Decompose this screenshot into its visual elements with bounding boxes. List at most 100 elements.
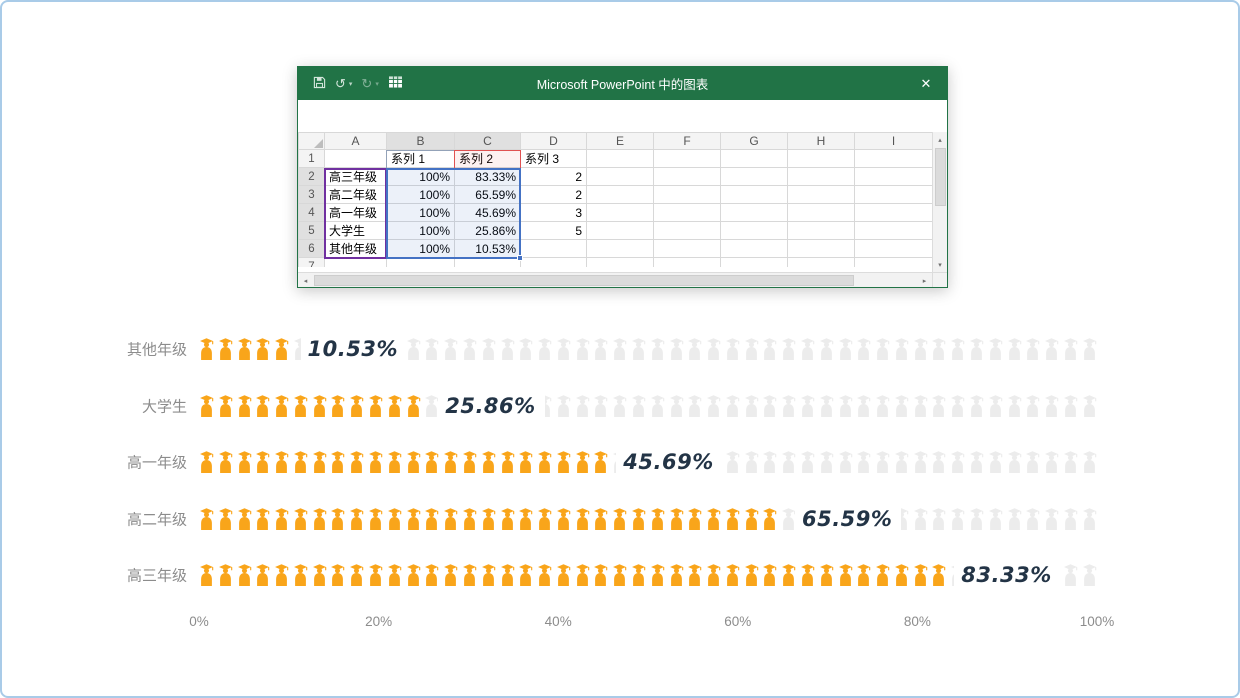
cell-A1[interactable]	[324, 149, 387, 168]
cell-B4[interactable]: 100%	[386, 203, 455, 222]
cell-G1[interactable]	[720, 149, 788, 168]
cell-I2[interactable]	[854, 167, 932, 186]
row-header-7[interactable]: 7	[298, 257, 325, 267]
cell-F7[interactable]	[653, 257, 721, 267]
row-header-5[interactable]: 5	[298, 221, 325, 240]
cell-D4[interactable]: 3	[520, 203, 587, 222]
horizontal-scroll-thumb[interactable]	[314, 275, 854, 286]
cell-I6[interactable]	[854, 239, 932, 258]
scroll-right-icon[interactable]: ▸	[922, 277, 927, 285]
cell-I4[interactable]	[854, 203, 932, 222]
cell-F3[interactable]	[653, 185, 721, 204]
cell-A3[interactable]: 高二年级	[324, 185, 387, 204]
column-header-E[interactable]: E	[586, 132, 654, 150]
cell-C4[interactable]: 45.69%	[454, 203, 521, 222]
column-header-F[interactable]: F	[653, 132, 721, 150]
cell-H6[interactable]	[787, 239, 855, 258]
cell-D5[interactable]: 5	[520, 221, 587, 240]
vertical-scroll-thumb[interactable]	[935, 148, 946, 206]
cell-C5[interactable]: 25.86%	[454, 221, 521, 240]
cell-E7[interactable]	[586, 257, 654, 267]
save-icon[interactable]	[313, 76, 326, 92]
cell-B7[interactable]	[386, 257, 455, 267]
person-icon	[800, 393, 815, 419]
column-header-B[interactable]: B	[386, 132, 455, 150]
row-header-1[interactable]: 1	[298, 149, 325, 168]
cell-B6[interactable]: 100%	[386, 239, 455, 258]
cell-C6[interactable]: 10.53%	[454, 239, 521, 258]
edit-in-excel-icon[interactable]	[388, 76, 403, 91]
cell-F6[interactable]	[653, 239, 721, 258]
cell-A7[interactable]	[324, 257, 387, 267]
cell-F1[interactable]	[653, 149, 721, 168]
undo-dropdown-icon[interactable]: ▾	[348, 80, 353, 88]
row-header-2[interactable]: 2	[298, 167, 325, 186]
cell-C2[interactable]: 83.33%	[454, 167, 521, 186]
cell-H3[interactable]	[787, 185, 855, 204]
redo-icon[interactable]: ↻	[361, 76, 373, 91]
cell-E3[interactable]	[586, 185, 654, 204]
scroll-left-icon[interactable]: ◂	[303, 277, 308, 285]
vertical-scrollbar[interactable]: ▴ ▾	[932, 132, 947, 272]
cell-D7[interactable]	[520, 257, 587, 267]
column-header-A[interactable]: A	[324, 132, 387, 150]
cell-B5[interactable]: 100%	[386, 221, 455, 240]
cell-G5[interactable]	[720, 221, 788, 240]
scroll-down-icon[interactable]: ▾	[938, 261, 942, 269]
cell-E1[interactable]	[586, 149, 654, 168]
cell-D3[interactable]: 2	[520, 185, 587, 204]
cell-G4[interactable]	[720, 203, 788, 222]
cell-C1[interactable]: 系列 2	[454, 149, 521, 168]
cell-I7[interactable]	[854, 257, 932, 267]
cell-I1[interactable]	[854, 149, 932, 168]
cell-A2[interactable]: 高三年级	[324, 167, 387, 186]
cell-E6[interactable]	[586, 239, 654, 258]
undo-icon[interactable]: ↺	[335, 76, 346, 91]
cell-G2[interactable]	[720, 167, 788, 186]
cell-E4[interactable]	[586, 203, 654, 222]
cell-B1[interactable]: 系列 1	[386, 149, 455, 168]
cell-G3[interactable]	[720, 185, 788, 204]
cell-C7[interactable]	[454, 257, 521, 267]
cell-G7[interactable]	[720, 257, 788, 267]
cell-A4[interactable]: 高一年级	[324, 203, 387, 222]
cell-D2[interactable]: 2	[520, 167, 587, 186]
horizontal-scrollbar[interactable]: ◂ ▸	[298, 272, 932, 287]
row-header-3[interactable]: 3	[298, 185, 325, 204]
cell-D1[interactable]: 系列 3	[520, 149, 587, 168]
column-header-I[interactable]: I	[854, 132, 932, 150]
cell-A5[interactable]: 大学生	[324, 221, 387, 240]
select-all-corner[interactable]	[298, 132, 325, 150]
cell-H4[interactable]	[787, 203, 855, 222]
column-header-C[interactable]: C	[454, 132, 521, 150]
close-button[interactable]: ✕	[920, 75, 932, 91]
person-icon	[387, 449, 402, 475]
cell-E2[interactable]	[586, 167, 654, 186]
cell-H7[interactable]	[787, 257, 855, 267]
cell-A6[interactable]: 其他年级	[324, 239, 387, 258]
column-header-H[interactable]: H	[787, 132, 855, 150]
cell-I3[interactable]	[854, 185, 932, 204]
person-icon	[988, 449, 1003, 475]
cell-I5[interactable]	[854, 221, 932, 240]
cell-B2[interactable]: 100%	[386, 167, 455, 186]
cell-F2[interactable]	[653, 167, 721, 186]
cell-F5[interactable]	[653, 221, 721, 240]
window-titlebar[interactable]: ↺ ▾ ↻ ▾ Microsoft PowerPoint 中的图表 ✕	[298, 67, 947, 100]
row-header-6[interactable]: 6	[298, 239, 325, 258]
cell-G6[interactable]	[720, 239, 788, 258]
person-icon	[462, 562, 477, 588]
cell-B3[interactable]: 100%	[386, 185, 455, 204]
cell-H2[interactable]	[787, 167, 855, 186]
cell-E5[interactable]	[586, 221, 654, 240]
cell-D6[interactable]	[520, 239, 587, 258]
column-header-D[interactable]: D	[520, 132, 587, 150]
cell-H5[interactable]	[787, 221, 855, 240]
cell-F4[interactable]	[653, 203, 721, 222]
redo-dropdown-icon[interactable]: ▾	[375, 80, 379, 88]
scroll-up-icon[interactable]: ▴	[938, 136, 942, 144]
row-header-4[interactable]: 4	[298, 203, 325, 222]
column-header-G[interactable]: G	[720, 132, 788, 150]
cell-C3[interactable]: 65.59%	[454, 185, 521, 204]
cell-H1[interactable]	[787, 149, 855, 168]
